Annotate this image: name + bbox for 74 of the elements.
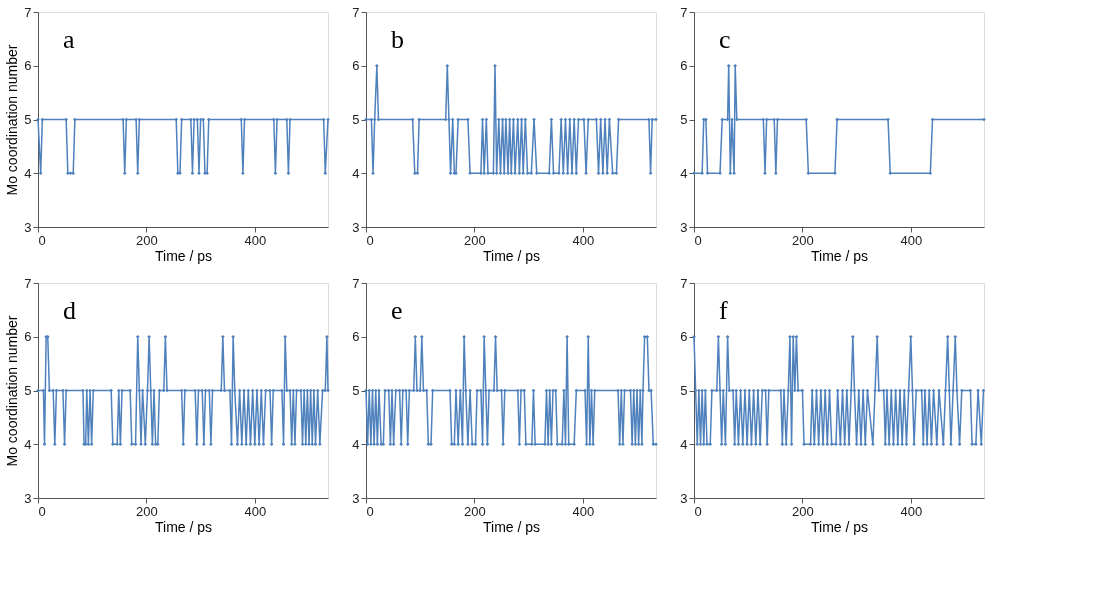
y-tick-label: 3: [680, 219, 688, 235]
y-axis-title: Mo coordination number: [4, 315, 21, 467]
annotation: e: [391, 296, 403, 325]
y-tick-label: 3: [680, 490, 688, 506]
x-axis-title: Time / ps: [810, 518, 869, 535]
x-tick-label: 0: [366, 503, 374, 519]
y-tick-label: 5: [680, 112, 688, 127]
y-tick-label: 5: [352, 383, 360, 398]
y-tick-label: 6: [24, 329, 32, 345]
annotation: b: [391, 25, 404, 54]
y-tick-label: 5: [24, 383, 32, 398]
x-tick-label: 200: [792, 503, 814, 519]
x-tick-label: 200: [136, 503, 158, 519]
point: [718, 171, 722, 176]
x-tick-label: 400: [244, 503, 267, 519]
y-tick-label: 7: [24, 4, 32, 20]
annotation: d: [63, 296, 76, 325]
y-tick-label: 4: [352, 165, 360, 181]
y-tick-label: 3: [352, 219, 360, 235]
point: [886, 117, 890, 122]
y-tick-label: 5: [352, 112, 360, 127]
y-tick-label: 6: [352, 58, 360, 74]
x-tick-label: 400: [900, 503, 923, 519]
point: [720, 117, 725, 122]
x-axis-title: Time / ps: [810, 247, 869, 264]
y-tick-label: 4: [352, 436, 360, 452]
annotation: c: [719, 25, 731, 54]
y-tick-label: 6: [352, 329, 360, 345]
y-tick-label: 4: [680, 436, 688, 452]
y-tick-label: 5: [680, 383, 688, 398]
y-tick-label: 7: [680, 275, 688, 291]
point: [734, 117, 739, 122]
point: [732, 171, 736, 176]
y-tick-label: 4: [24, 165, 32, 181]
y-tick-label: 4: [24, 436, 32, 452]
x-tick-label: 400: [572, 503, 595, 519]
x-tick-label: 200: [136, 232, 158, 248]
x-tick-label: 200: [464, 232, 486, 248]
y-tick-label: 6: [680, 329, 688, 345]
point: [833, 171, 837, 176]
x-tick-label: 0: [366, 232, 374, 248]
annotation: f: [719, 296, 728, 325]
y-axis-title: Mo coordination number: [4, 44, 21, 196]
x-tick-label: 200: [792, 232, 814, 248]
y-tick-label: 3: [24, 490, 32, 506]
point: [835, 117, 839, 122]
y-tick-label: 7: [680, 4, 688, 20]
point: [982, 117, 986, 122]
point: [705, 171, 710, 176]
x-tick-label: 0: [38, 503, 46, 519]
y-tick-label: 3: [24, 219, 32, 235]
y-tick-label: 7: [24, 275, 32, 291]
x-axis-title: Time / ps: [482, 518, 541, 535]
x-tick-label: 400: [900, 232, 923, 248]
y-tick-label: 6: [24, 58, 32, 74]
y-tick-label: 7: [352, 275, 360, 291]
x-tick-label: 0: [694, 503, 702, 519]
x-tick-label: 400: [244, 232, 267, 248]
x-tick-label: 0: [694, 232, 702, 248]
x-tick-label: 0: [38, 232, 46, 248]
x-tick-label: 200: [464, 503, 486, 519]
point: [763, 171, 767, 176]
x-axis-title: Time / ps: [154, 247, 213, 264]
y-tick-label: 5: [24, 112, 32, 127]
point: [730, 117, 734, 122]
x-tick-label: 400: [572, 232, 595, 248]
point: [804, 117, 809, 122]
y-tick-label: 6: [680, 58, 688, 74]
annotation: a: [63, 25, 75, 54]
y-tick-label: 3: [352, 490, 360, 506]
y-tick-label: 7: [352, 4, 360, 20]
y-tick-label: 4: [680, 165, 688, 181]
x-axis-title: Time / ps: [154, 518, 213, 535]
x-axis-title: Time / ps: [482, 247, 541, 264]
